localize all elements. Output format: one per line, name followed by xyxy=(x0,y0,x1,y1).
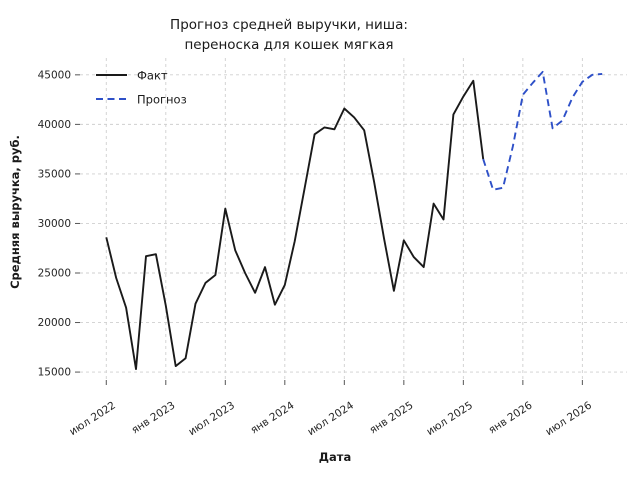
fact-line xyxy=(105,79,485,371)
y-tick-label: 40000 xyxy=(38,119,71,131)
legend: Факт Прогноз xyxy=(96,69,187,107)
x-tick-label: янв 2025 xyxy=(367,399,415,436)
x-tick-label: июл 2025 xyxy=(424,399,475,438)
x-axis-label: Дата xyxy=(319,450,351,464)
x-tick-label: июл 2024 xyxy=(305,399,356,438)
x-tick-label: янв 2023 xyxy=(129,399,177,436)
x-tick-label: июл 2023 xyxy=(186,399,237,438)
x-tick-label: июл 2022 xyxy=(67,399,118,438)
y-axis-label: Средняя выручка, руб. xyxy=(8,135,22,289)
x-tick-label: янв 2026 xyxy=(486,399,534,436)
chart-title-line-2: переноска для кошек мягкая xyxy=(184,37,393,53)
y-tick-label: 45000 xyxy=(38,69,71,81)
legend-fact-label: Факт xyxy=(137,69,168,83)
y-tick-label: 15000 xyxy=(38,367,71,379)
plot-area: 15000 20000 25000 30000 35000 40000 45000 июл 2… xyxy=(38,58,627,438)
y-tick-label: 30000 xyxy=(38,218,71,230)
y-tick-label: 35000 xyxy=(38,168,71,180)
y-tick-label: 25000 xyxy=(38,267,71,279)
y-tick-label: 20000 xyxy=(38,317,71,329)
legend-forecast-label: Прогноз xyxy=(137,93,187,107)
forecast-line xyxy=(482,70,603,191)
x-tick-label: янв 2024 xyxy=(248,399,296,436)
chart-title-line-1: Прогноз средней выручки, ниша: xyxy=(170,17,408,33)
x-tick-label: июл 2026 xyxy=(543,399,594,438)
